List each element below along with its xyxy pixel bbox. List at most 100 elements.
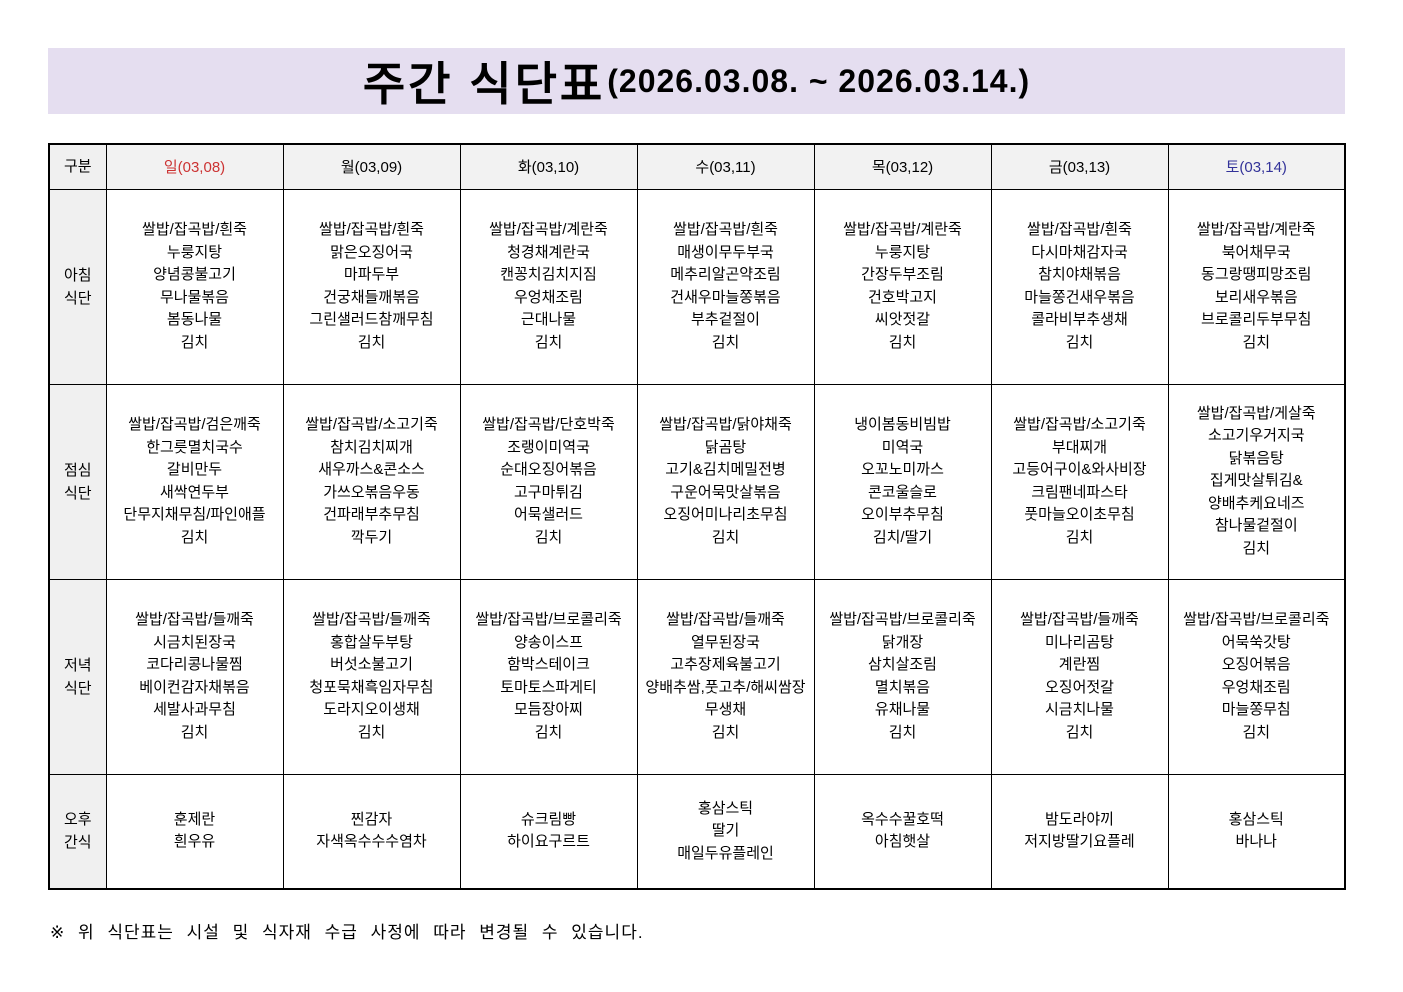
menu-item: 메추리알곤약조림	[670, 266, 781, 283]
menu-item: 홍삼스틱	[1228, 810, 1284, 828]
meal-cell-breakfast-4: 쌀밥/잡곡밥/계란죽 누룽지탕 간장두부조림 건호박고지 씨앗젓갈 김치	[813, 188, 992, 385]
corner-header: 구분	[48, 143, 107, 190]
menu-item: 저지방딸기요플레	[1024, 833, 1135, 851]
page-title: 주간 식단표	[362, 58, 606, 110]
menu-item: 닭곰탕	[704, 438, 747, 456]
menu-item: 마파두부	[343, 266, 400, 283]
menu-item: 토마토스파게티	[500, 678, 597, 696]
meal-cell-lunch-5: 쌀밥/잡곡밥/소고기죽 부대찌개 고등어구이&와사비장 크림팬네파스타 풋마늘오이초무침…	[990, 383, 1169, 580]
menu-item: 오징어볶음	[1221, 656, 1291, 673]
menu-item: 김치	[534, 723, 563, 741]
menu-item: 쌀밥/잡곡밥/흰죽	[142, 221, 247, 238]
row-label-line: 식단	[63, 679, 92, 697]
menu-item: 김치/딸기	[872, 528, 933, 546]
menu-item: 자색옥수수수염차	[316, 833, 427, 851]
menu-item: 건호박고지	[867, 288, 937, 306]
meal-cell-breakfast-6: 쌀밥/잡곡밥/계란죽 북어채무국 동그랑땡피망조림 보리새우볶음 브로콜리두부무침 김치	[1167, 188, 1346, 385]
meal-cell-dinner-2: 쌀밥/잡곡밥/브로콜리죽 양송이스프 함박스테이크 토마토스파게티 모듬장아찌 김치	[459, 578, 638, 775]
row-label-lunch: 점심 식단	[48, 383, 107, 580]
meal-cell-lunch-0: 쌀밥/잡곡밥/검은깨죽 한그릇멸치국수 갈비만두 새싹연두부 단무지채무침/파인애플 김치	[105, 383, 284, 580]
menu-item: 청경채계란국	[507, 243, 590, 261]
menu-item: 고등어구이&와사비장	[1012, 461, 1147, 478]
menu-item: 구운어묵맛살볶음	[670, 483, 781, 501]
menu-item: 쌀밥/잡곡밥/브로콜리죽	[475, 611, 622, 628]
menu-item: 함박스테이크	[507, 656, 590, 673]
menu-item: 고추장제육불고기	[670, 656, 781, 673]
menu-item: 그린샐러드참깨무침	[309, 311, 434, 328]
menu-item: 쌀밥/잡곡밥/계란죽	[489, 221, 608, 238]
menu-item: 쌀밥/잡곡밥/브로콜리죽	[829, 611, 976, 628]
menu-item: 마늘쫑무침	[1221, 701, 1291, 718]
meal-cell-snack-4: 옥수수꿀호떡 아침햇살	[813, 773, 992, 890]
menu-item: 쌀밥/잡곡밥/들깨죽	[312, 611, 431, 628]
menu-item: 오징어젓갈	[1044, 678, 1114, 696]
menu-item: 멸치볶음	[874, 678, 931, 696]
menu-item: 참치김치찌개	[330, 438, 413, 456]
menu-item: 김치	[888, 333, 917, 351]
menu-item: 오꼬노미까스	[861, 461, 944, 478]
meal-row-breakfast: 아침 식단 쌀밥/잡곡밥/흰죽 누룽지탕 양념콩불고기 무나물볶음 봄동나물 김치 쌀밥/잡곡밥…	[48, 188, 1346, 385]
menu-item: 홍합살두부탕	[330, 633, 413, 651]
meal-table: 구분 일(03,08) 월(03,09) 화(03,10) 수(03,11) 목(03,…	[48, 143, 1346, 890]
day-header-0: 일(03,08)	[105, 143, 284, 190]
meal-cell-lunch-1: 쌀밥/잡곡밥/소고기죽 참치김치찌개 새우까스&콘소스 가쓰오볶음우동 건파래부추무침 깍…	[282, 383, 461, 580]
menu-item: 김치	[888, 723, 917, 741]
menu-item: 김치	[1065, 333, 1094, 351]
menu-item: 양배추케요네즈	[1207, 494, 1305, 512]
menu-item: 쌀밥/잡곡밥/흰죽	[1027, 221, 1132, 238]
menu-item: 미역국	[881, 438, 924, 456]
menu-item: 새싹연두부	[159, 483, 229, 501]
table-header-row: 구분 일(03,08) 월(03,09) 화(03,10) 수(03,11) 목(03,…	[48, 143, 1346, 190]
menu-item: 간장두부조림	[861, 266, 944, 283]
menu-item: 코다리콩나물찜	[146, 656, 243, 673]
menu-item: 김치	[1242, 539, 1271, 557]
meal-cell-snack-3: 홍삼스틱 딸기 매일두유플레인	[636, 773, 815, 890]
row-label-breakfast: 아침 식단	[48, 188, 107, 385]
menu-item: 무생채	[704, 701, 747, 718]
menu-item: 쌀밥/잡곡밥/닭야채죽	[659, 416, 792, 433]
menu-item: 쌀밥/잡곡밥/들깨죽	[666, 611, 785, 628]
menu-item: 김치	[1242, 723, 1271, 741]
menu-item: 부추겉절이	[690, 311, 760, 328]
menu-item: 봄동나물	[166, 311, 223, 328]
menu-item: 보리새우볶음	[1214, 288, 1298, 306]
menu-item: 우엉채조림	[513, 288, 583, 306]
menu-item: 어묵샐러드	[513, 506, 583, 523]
menu-item: 크림팬네파스타	[1031, 483, 1128, 501]
row-label-dinner: 저녁 식단	[48, 578, 107, 775]
menu-item: 단무지채무침/파인애플	[123, 506, 266, 523]
menu-item: 김치	[180, 333, 209, 351]
meal-cell-dinner-6: 쌀밥/잡곡밥/브로콜리죽 어묵쑥갓탕 오징어볶음 우엉채조림 마늘쫑무침 김치	[1167, 578, 1346, 775]
menu-item: 김치	[711, 333, 740, 351]
menu-item: 삼치살조림	[867, 656, 937, 673]
menu-item: 오이부추무침	[861, 506, 944, 523]
menu-item: 누룽지탕	[874, 243, 931, 261]
menu-item: 마늘쫑건새우볶음	[1024, 288, 1135, 306]
menu-item: 바나나	[1235, 833, 1277, 851]
menu-item: 닭볶음탕	[1228, 449, 1284, 467]
menu-item: 쌀밥/잡곡밥/브로콜리죽	[1183, 611, 1330, 628]
row-label-snack: 오후 간식	[48, 773, 107, 890]
menu-item: 쌀밥/잡곡밥/검은깨죽	[128, 416, 261, 433]
menu-item: 오징어미나리초무침	[663, 506, 788, 523]
menu-item: 씨앗젓갈	[874, 311, 931, 328]
menu-item: 김치	[180, 528, 209, 546]
menu-item: 시금치된장국	[153, 633, 236, 651]
menu-item: 건새우마늘쫑볶음	[670, 288, 781, 306]
menu-item: 건파래부추무침	[323, 506, 420, 523]
menu-item: 김치	[1065, 723, 1094, 741]
meal-cell-lunch-4: 냉이봄동비빔밥 미역국 오꼬노미까스 콘코울슬로 오이부추무침 김치/딸기	[813, 383, 992, 580]
row-label-line: 간식	[63, 834, 92, 852]
menu-item: 맑은오징어국	[330, 243, 413, 261]
footnote: ※ 위 식단표는 시설 및 식자재 수급 사정에 따라 변경될 수 있습니다.	[50, 923, 644, 942]
day-header-4: 목(03,12)	[813, 143, 992, 190]
menu-item: 청포묵채흑임자무침	[309, 678, 434, 696]
meal-cell-breakfast-2: 쌀밥/잡곡밥/계란죽 청경채계란국 캔꽁치김치지짐 우엉채조림 근대나물 김치	[459, 188, 638, 385]
menu-item: 콘코울슬로	[867, 483, 937, 501]
menu-item: 베이컨감자채볶음	[139, 678, 250, 696]
menu-item: 건궁채들깨볶음	[323, 288, 420, 306]
menu-item: 김치	[1065, 528, 1094, 546]
menu-item: 모듬장아찌	[513, 701, 583, 718]
